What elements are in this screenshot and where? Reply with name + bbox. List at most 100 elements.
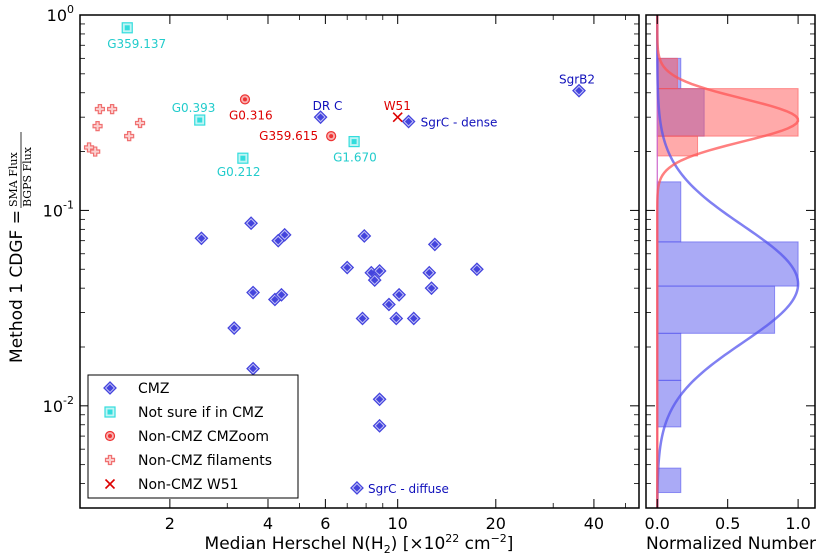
legend-marker-not-sure-if-in-cmz [104,406,116,418]
main-tick-labels: 10-2 10-1 100 2 4 6 10 20 40 [43,3,604,533]
point-non-cmz-filaments-shape [124,131,135,142]
x-tick-label: 2 [165,514,175,533]
annotation-g359.615: G359.615 [259,129,318,143]
legend-marker-cmz [103,381,117,395]
point-cmz-inner [375,395,384,403]
point-cmz-inner [353,484,361,492]
point-cmz [246,361,260,376]
point-cmz-inner [427,284,436,292]
legend-label-non-cmz-w51: Non-CMZ W51 [138,477,239,493]
histogram-axis-ticks: 0.0 0.5 1.0 [645,14,815,533]
point-cmz [572,83,586,98]
annotations: G359.137 G0.393 G0.316 G359.615 G0.212 G1.670… [107,37,595,496]
point-not-sure-if-in-cmz-inner [124,25,130,31]
point-non-cmz-filaments [124,131,135,142]
point-cmz-inner [385,300,393,309]
y-tick-label: 10-2 [43,394,74,416]
point-not-sure-if-in-cmz-inner [197,117,203,123]
point-cmz-inner [358,314,367,323]
annotation-w51: W51 [384,99,411,113]
legend-marker-cmz-inner [106,384,114,392]
point-non-cmz-filaments-shape [94,103,105,115]
annotation-g359.137: G359.137 [107,37,166,51]
y-axis-label-prefix: Method 1 CDGF = [7,210,27,363]
point-cmz [372,392,387,407]
annotation-g0.316: G0.316 [229,108,273,122]
point-cmz-inner [392,314,400,323]
point-cmz [427,237,442,252]
point-cmz-inner [425,268,433,277]
legend-box [87,374,299,499]
point-non-cmz-cmzoom [326,131,337,142]
point-cmz-inner [316,113,325,121]
point-cmz [389,311,404,326]
hist-x-tick-label: 1.0 [785,514,810,533]
point-cmz [246,285,260,300]
point-cmz [392,287,407,302]
legend-marker-non-cmz-cmzoom-inner [108,434,112,438]
legend: CMZ Not sure if in CMZ Non-CMZ CMZoom Non-C… [87,374,299,499]
hist-bar-cmz [656,285,776,334]
point-cmz [340,260,355,275]
point-non-cmz-cmzoom-inner [329,134,334,139]
point-cmz [372,264,387,278]
hist-bar-cmz [656,379,682,428]
point-cmz-inner [343,263,351,272]
point-cmz [194,231,209,246]
point-cmz-inner [431,240,439,249]
point-cmz-inner [249,288,257,297]
point-cmz [424,281,439,296]
y-axis-label: Method 1 CDGF = SMA Flux BGPS Flux [7,132,34,363]
point-non-cmz-w51-stroke-b [392,112,403,123]
point-cmz [357,229,372,243]
kde-curve-cmz [656,15,800,509]
x-tick-label: 10 [388,514,408,533]
point-non-cmz-filaments [90,146,101,157]
point-cmz [355,311,370,326]
kde-curve-non-cmz [656,15,800,508]
legend-marker-non-cmz-cmzoom [104,430,116,442]
point-cmz [350,481,364,495]
point-cmz [227,321,242,335]
annotation-g0.393: G0.393 [172,101,216,115]
point-not-sure-if-in-cmz-inner [351,139,357,145]
x-tick-label: 40 [584,514,604,533]
point-not-sure-if-in-cmz [194,114,206,126]
histogram-bars [656,15,799,508]
histogram-x-axis-label: Normalized Number [646,534,816,554]
point-cmz-inner [360,232,369,240]
point-cmz [469,262,484,277]
point-cmz-inner [473,265,481,273]
point-cmz-inner [575,86,583,95]
legend-marker-non-cmz-filaments [104,454,116,466]
x-tick-label: 4 [263,514,273,533]
point-cmz [277,227,292,242]
y-axis-label-denominator: BGPS Flux [21,146,34,207]
point-non-cmz-cmzoom [239,94,251,105]
main-axis-ticks [80,14,639,509]
point-cmz-inner [249,364,257,373]
point-cmz-inner [197,234,206,242]
point-non-cmz-filaments-shape [90,146,101,157]
point-non-cmz-filaments [92,121,103,132]
legend-label-non-cmz-cmzoom: Non-CMZ CMZoom [138,429,269,445]
legend-marker-not-sure-if-in-cmz-inner [107,409,113,415]
hist-bar-cmz [656,241,799,287]
annotation-sgrb2: SgrB2 [559,73,595,87]
histogram-kde-curves [656,15,800,509]
x-axis-label: Median Herschel N(H2) [×1022 cm−2] [205,532,514,556]
main-scatter-panel: 10-2 10-1 100 2 4 6 10 20 40 G359.137 G0.393 G0.31… [7,3,640,556]
y-tick-label: 100 [47,3,74,25]
annotation-g0.212: G0.212 [217,165,261,179]
point-non-cmz-filaments-shape [107,103,118,115]
main-plot-frame [79,14,640,509]
hist-x-tick-label: 0.0 [645,514,670,533]
point-non-cmz-filaments [134,117,146,129]
legend-marker-non-cmz-w51-stroke-b [104,478,116,490]
annotation-sgrc-diffuse: SgrC - diffuse [368,482,449,496]
point-not-sure-if-in-cmz [348,135,360,148]
point-non-cmz-filaments [94,103,105,115]
point-cmz-inner [247,219,255,227]
legend-label-non-cmz-filaments: Non-CMZ filaments [138,453,272,469]
